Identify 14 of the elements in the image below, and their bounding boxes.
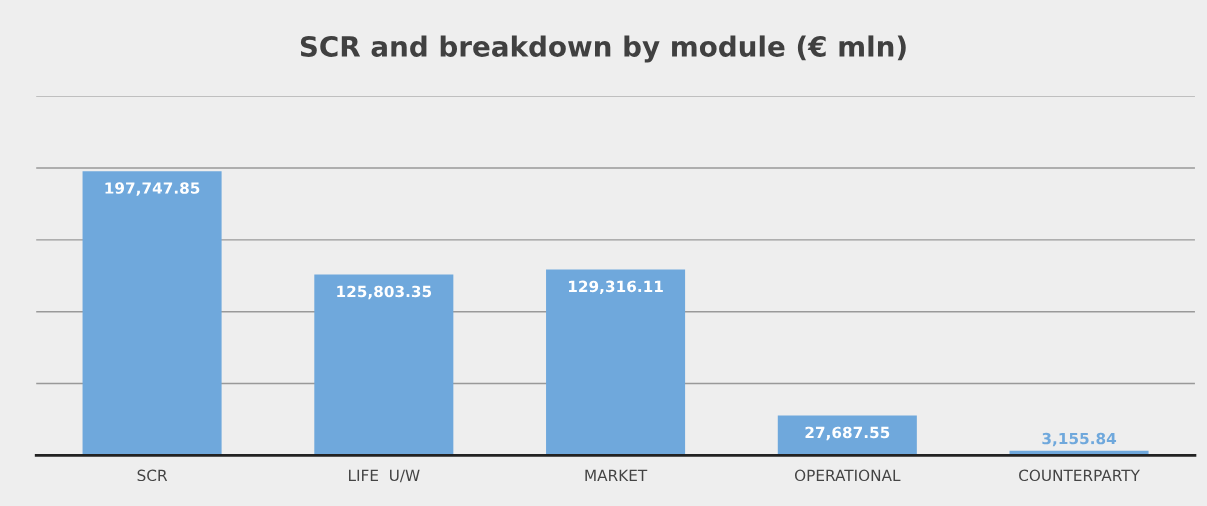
x-tick-label: OPERATIONAL bbox=[794, 469, 901, 482]
x-tick-label: LIFE U/W bbox=[349, 469, 420, 483]
data-label: 129,316.11 bbox=[568, 280, 663, 295]
data-label: 27,687.55 bbox=[805, 426, 890, 441]
chart-title: SCR and breakdown by module (€ mln) bbox=[300, 35, 906, 63]
bar bbox=[314, 274, 454, 456]
x-tick-label: MARKET bbox=[585, 469, 648, 481]
bar bbox=[82, 171, 222, 456]
data-label: 197,747.85 bbox=[105, 182, 200, 196]
data-label: 3,155.84 bbox=[1042, 432, 1117, 447]
data-label: 125,803.35 bbox=[337, 285, 432, 300]
bar bbox=[546, 269, 686, 456]
x-tick-label: SCR bbox=[137, 469, 168, 482]
x-tick-label: COUNTERPARTY bbox=[1019, 469, 1140, 482]
